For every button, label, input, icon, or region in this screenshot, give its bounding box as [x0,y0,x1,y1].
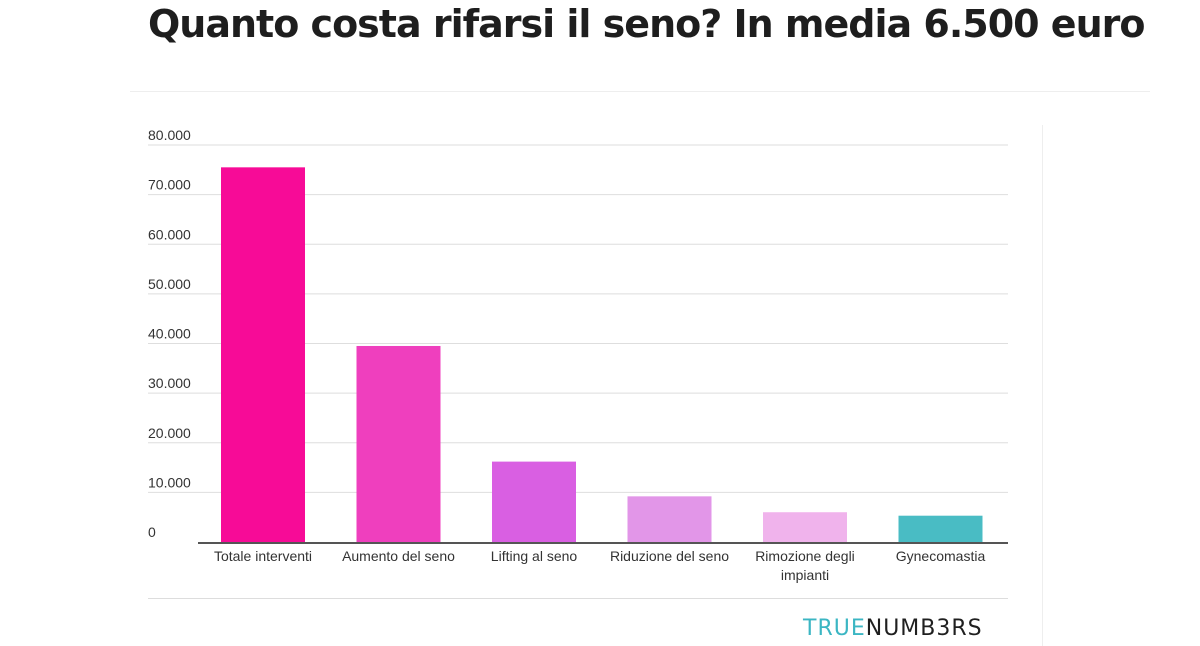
x-tick-label: Riduzione del seno [610,548,729,564]
bar [221,167,305,543]
y-tick-label: 70.000 [148,177,191,193]
y-tick-label: 20.000 [148,425,191,441]
x-tick-label: Gynecomastia [896,548,986,564]
header-divider [130,91,1150,92]
brand-logo: TRUENUMB3RS [803,616,983,642]
bar-chart: 0 10.000 20.000 30.000 40.000 50.000 60.000 70.… [148,127,1008,583]
y-axis-ticks: 0 10.000 20.000 30.000 40.000 50.000 60.000 70.… [148,127,191,540]
side-divider [1042,125,1043,646]
bar [763,512,847,542]
bar [492,461,576,542]
y-tick-label: 60.000 [148,226,191,242]
brand-logo-part-true: TRUE [803,616,866,641]
x-tick-label: Rimozione degli impianti [755,548,855,583]
x-tick-label: Lifting al seno [491,548,578,564]
y-tick-label: 10.000 [148,474,191,490]
bar [898,515,983,542]
y-tick-label: 0 [148,524,156,540]
chart-bottom-divider [148,598,1008,599]
x-tick-label: Aumento del seno [342,548,455,564]
bar [627,496,712,542]
y-tick-label: 30.000 [148,375,191,391]
x-tick-label: Totale interventi [214,548,312,564]
bar [356,345,441,542]
y-tick-label: 40.000 [148,326,191,342]
brand-logo-part-numbers: NUMB3RS [865,616,983,641]
y-tick-label: 50.000 [148,276,191,292]
x-axis-labels: Totale interventi Aumento del seno Lifting… [214,548,985,583]
bars [221,167,983,543]
y-tick-label: 80.000 [148,127,191,143]
page-title: Quanto costa rifarsi il seno? In media 6… [148,2,1145,46]
